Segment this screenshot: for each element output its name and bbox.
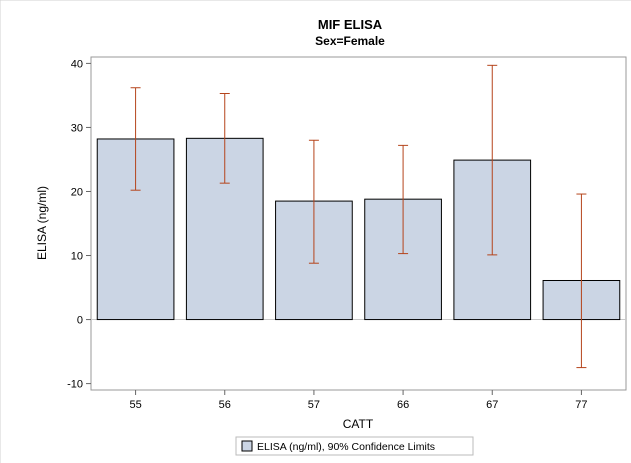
x-tick-label: 77 (575, 399, 587, 411)
chart-title: MIF ELISA (318, 17, 383, 32)
x-tick-label: 67 (486, 399, 498, 411)
y-tick-label: 30 (71, 122, 83, 134)
y-tick-label: -10 (67, 379, 83, 391)
legend-swatch (241, 440, 253, 452)
bars (96, 137, 621, 321)
x-axis-label: CATT (343, 417, 374, 431)
x-axis: 55 56 57 66 67 77 (129, 390, 588, 411)
y-tick-label: 40 (71, 58, 83, 70)
legend-box (235, 436, 474, 456)
x-tick-label: 57 (308, 399, 320, 411)
y-tick-label: 0 (77, 315, 83, 327)
plot-frame (90, 56, 627, 391)
y-axis: -10 0 10 20 30 40 (67, 58, 91, 391)
legend: ELISA (ng/ml), 90% Confidence Limits (235, 436, 474, 456)
error-bars (130, 64, 587, 369)
y-axis-label: ELISA (ng/ml) (35, 186, 49, 260)
x-tick-label: 55 (129, 399, 141, 411)
legend-label: ELISA (ng/ml), 90% Confidence Limits (257, 441, 435, 453)
y-tick-label: 20 (71, 186, 83, 198)
plot-area: -10 0 10 20 30 40 55 56 57 66 67 77 (67, 56, 627, 411)
chart-subtitle: Sex=Female (315, 34, 385, 48)
y-tick-label: 10 (71, 251, 83, 263)
x-tick-label: 56 (219, 399, 231, 411)
x-tick-label: 66 (397, 399, 409, 411)
